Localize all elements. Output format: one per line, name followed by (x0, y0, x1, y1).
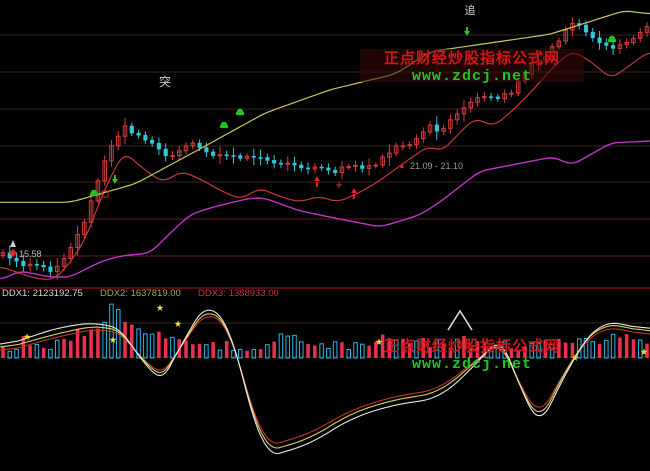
svg-text:正点财经炒股指标公式网: 正点财经炒股指标公式网 (384, 337, 560, 355)
svg-text:DDX3: 1388933.00: DDX3: 1388933.00 (198, 288, 279, 299)
svg-text:DDX2: 1637819.00: DDX2: 1637819.00 (100, 288, 181, 299)
svg-text:追: 追 (465, 3, 476, 17)
svg-text:www.zdcj.net: www.zdcj.net (412, 68, 532, 85)
svg-text:DDX1: 2123192.75: DDX1: 2123192.75 (2, 288, 83, 299)
svg-text:突: 突 (159, 74, 171, 89)
svg-text:www.zdcj.net: www.zdcj.net (412, 356, 532, 373)
svg-text:21.09 - 21.10: 21.09 - 21.10 (410, 161, 463, 171)
svg-text:正点财经炒股指标公式网: 正点财经炒股指标公式网 (384, 49, 560, 67)
svg-text:15.58: 15.58 (19, 249, 42, 259)
